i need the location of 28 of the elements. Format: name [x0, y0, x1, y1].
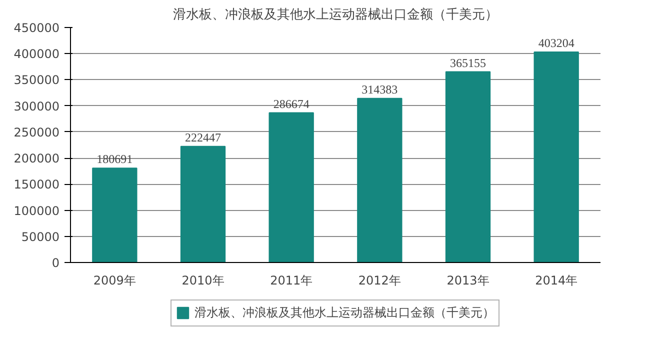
- bar: [357, 98, 402, 262]
- y-tick-label: 350000: [14, 73, 60, 88]
- y-tick-label: 100000: [14, 204, 60, 218]
- x-tick-label: 2014年: [535, 274, 578, 288]
- chart-title: 滑水板、冲浪板及其他水上运动器械出口金额（千美元）: [173, 6, 498, 22]
- y-tick-label: 450000: [14, 21, 60, 35]
- x-tick-label: 2012年: [358, 274, 401, 288]
- bar: [445, 71, 491, 262]
- data-label: 222447: [185, 130, 221, 144]
- y-tick-label: 150000: [14, 178, 60, 192]
- x-tick-label: 2013年: [446, 274, 490, 288]
- y-tick-label: 50000: [21, 230, 60, 244]
- y-tick-label: 400000: [14, 47, 60, 62]
- data-label: 314383: [362, 82, 398, 96]
- bar: [534, 51, 579, 262]
- x-tick-label: 2009年: [93, 274, 136, 288]
- y-tick-label: 250000: [14, 125, 60, 140]
- bar: [92, 168, 138, 262]
- y-tick-label: 300000: [14, 99, 60, 114]
- legend-label: 滑水板、冲浪板及其他水上运动器械出口金额（千美元）: [194, 304, 494, 321]
- data-label: 403204: [538, 36, 574, 50]
- x-tick-label: 2011年: [270, 274, 313, 288]
- bar: [268, 112, 314, 262]
- y-tick-label: 200000: [14, 152, 60, 166]
- bar: [180, 146, 226, 262]
- x-tick-label: 2010年: [182, 274, 224, 288]
- data-label: 365155: [450, 56, 486, 70]
- y-tick-label: 0: [52, 256, 60, 270]
